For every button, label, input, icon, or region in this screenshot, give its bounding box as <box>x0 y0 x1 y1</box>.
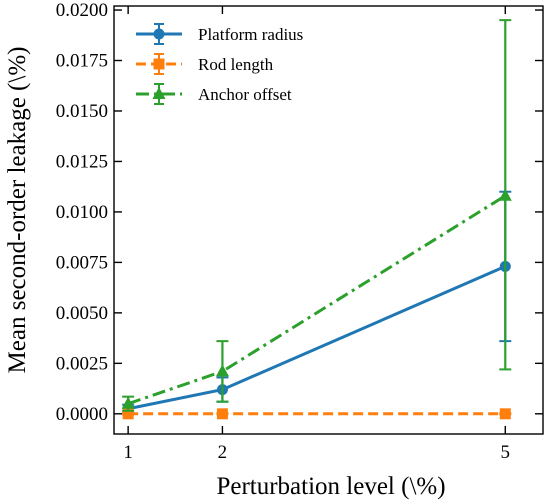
y-tick-label: 0.0125 <box>56 151 108 172</box>
data-point-anchor-offset <box>498 188 512 201</box>
x-tick-label: 2 <box>218 442 228 463</box>
legend-marker <box>152 87 166 99</box>
y-tick-label: 0.0075 <box>56 252 108 273</box>
data-point-rod-length <box>216 408 228 420</box>
y-tick-label: 0.0175 <box>56 51 108 72</box>
y-tick-label: 0.0025 <box>56 353 108 374</box>
legend-label: Rod length <box>198 55 274 74</box>
series-line-platform-radius <box>127 265 506 411</box>
legend: Platform radius Rod length Anchor offset <box>136 23 303 105</box>
y-tick-label: 0.0000 <box>56 404 108 425</box>
series-rod-length <box>122 408 512 420</box>
legend-entry-rod-length: Rod length <box>136 53 274 75</box>
y-tick-label: 0.0200 <box>56 0 108 21</box>
legend-marker <box>153 28 165 40</box>
data-point-anchor-offset <box>215 364 229 377</box>
y-tick-label: 0.0050 <box>56 303 108 324</box>
y-tick-label: 0.0150 <box>56 101 108 122</box>
series-platform-radius <box>122 190 512 415</box>
x-tick-label: 1 <box>123 442 133 463</box>
legend-marker <box>153 58 165 70</box>
x-tick-label: 5 <box>501 442 511 463</box>
legend-label: Anchor offset <box>198 85 292 104</box>
plot-area <box>121 19 512 420</box>
data-point-rod-length <box>122 408 134 420</box>
data-point-rod-length <box>499 408 511 420</box>
legend-entry-platform-radius: Platform radius <box>136 23 303 45</box>
y-axis-title: Mean second-order leakage (\%) <box>4 47 31 374</box>
y-tick-label: 0.0100 <box>56 202 108 223</box>
axes-frame <box>113 5 544 435</box>
legend-entry-anchor-offset: Anchor offset <box>136 83 292 105</box>
data-point-anchor-offset <box>121 396 135 409</box>
series-anchor-offset <box>121 19 512 412</box>
x-axis-title: Perturbation level (\%) <box>216 473 445 500</box>
series-line-anchor-offset <box>127 194 507 406</box>
axes: 0.0000 0.0025 0.0050 0.0075 0.0100 0.0125 0.01… <box>56 0 544 463</box>
legend-label: Platform radius <box>198 25 303 44</box>
